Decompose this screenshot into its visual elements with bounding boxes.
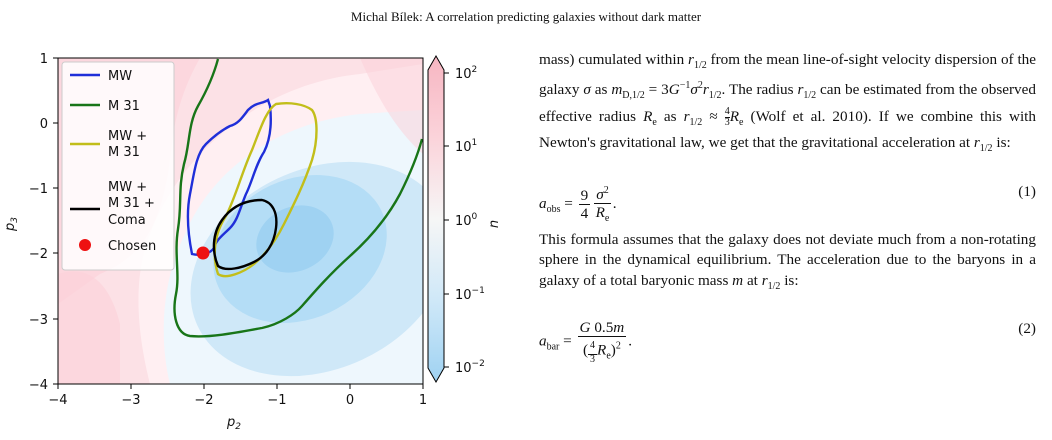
paragraph-2: This formula assumes that the galaxy doe… [539,230,1036,292]
y-axis-label: p3 [3,217,20,232]
equation-2-number: (2) [1018,320,1036,338]
legend-all-line1: MW + [108,180,147,195]
x-tick-label: −4 [48,393,67,408]
y-tick-label: −4 [29,378,48,393]
colorbar-label: n [487,220,502,228]
x-tick-label: 1 [419,393,427,408]
contour-plot: −4 −3 −2 −1 0 1 p2 1 0 −1 −2 −3 −4 p3 MW… [3,52,502,432]
y-axis: 1 0 −1 −2 −3 −4 p3 [3,52,58,393]
legend-chosen: Chosen [108,239,156,254]
y-tick-label: 1 [40,52,48,67]
m31-contour [173,58,423,338]
equation-1: aobs = 9 4 σ2 Re. (1) [539,182,1036,224]
legend: MW M 31 MW + M 31 MW + M 31 + Coma Chose… [61,61,175,271]
legend-mw-m31-line1: MW + [108,129,147,144]
legend-mw-m31-line2: M 31 [108,145,140,160]
colorbar-tick: 10−2 [455,359,485,376]
chosen-point [196,246,210,260]
text-column: mass) cumulated within r1/2 from the mea… [539,50,1036,367]
all-contour [212,198,278,271]
x-axis: −4 −3 −2 −1 0 1 p2 [48,384,427,432]
equation-1-number: (1) [1018,182,1036,200]
colorbar-tick: 100 [455,212,478,229]
axes-frame [57,57,424,385]
legend-all-line2: M 31 + [108,196,155,211]
colorbar: 102 101 100 10−1 10−2 n [427,54,502,384]
figure: −4 −3 −2 −1 0 1 p2 1 0 −1 −2 −3 −4 p3 MW… [0,44,505,435]
x-tick-label: −3 [121,393,140,408]
x-tick-label: −1 [267,393,286,408]
paragraph-1: mass) cumulated within r1/2 from the mea… [539,51,1036,155]
y-tick-label: −1 [29,182,48,197]
legend-all-line3: Coma [108,213,146,228]
colorbar-tick: 10−1 [455,286,485,303]
legend-m31: M 31 [108,99,140,114]
equation-2: abar = G 0.5m(4 3Re)2. (2) [539,319,1036,366]
colorbar-tick: 101 [455,138,477,155]
x-tick-label: 0 [346,393,354,408]
x-tick-label: −2 [194,393,213,408]
colorbar-tick: 102 [455,65,477,82]
x-axis-label: p2 [226,415,241,432]
mw-contour [186,98,272,256]
legend-mw: MW [108,69,132,84]
y-tick-label: −3 [29,313,48,328]
y-tick-label: −2 [29,247,48,262]
running-header: Michal Bílek: A correlation predicting g… [350,9,702,24]
y-tick-label: 0 [40,117,48,132]
